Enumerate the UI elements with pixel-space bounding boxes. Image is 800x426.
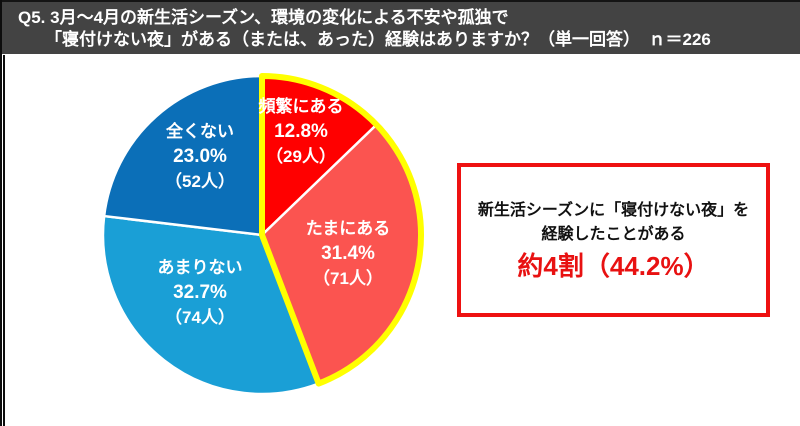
left-frame-line-inner: [3, 55, 5, 426]
question-header: Q5. 3月～4月の新生活シーズン、環境の変化による不安や孤独で 「寝付けない夜…: [2, 0, 800, 54]
left-frame-line-outer: [0, 0, 2, 426]
pie-chart: [101, 73, 424, 396]
question-text-line1: Q5. 3月～4月の新生活シーズン、環境の変化による不安や孤独で: [18, 8, 509, 27]
callout-text-line2: 経験したことがある: [541, 225, 686, 243]
callout-highlight-value: 約4割（44.2%）: [517, 250, 710, 281]
summary-callout-box: 新生活シーズンに「寝付けない夜」を 経験したことがある 約4割（44.2%）: [457, 163, 770, 317]
question-text-line2: 「寝付けない夜」がある（または、あった）経験はありますか？（単一回答） ｎ＝22…: [45, 30, 711, 49]
highlight-outline: [259, 73, 424, 387]
callout-text-line1: 新生活シーズンに「寝付けない夜」を: [477, 201, 750, 219]
pie-slice-3: [102, 74, 264, 237]
pie-slice-2: [101, 214, 320, 396]
